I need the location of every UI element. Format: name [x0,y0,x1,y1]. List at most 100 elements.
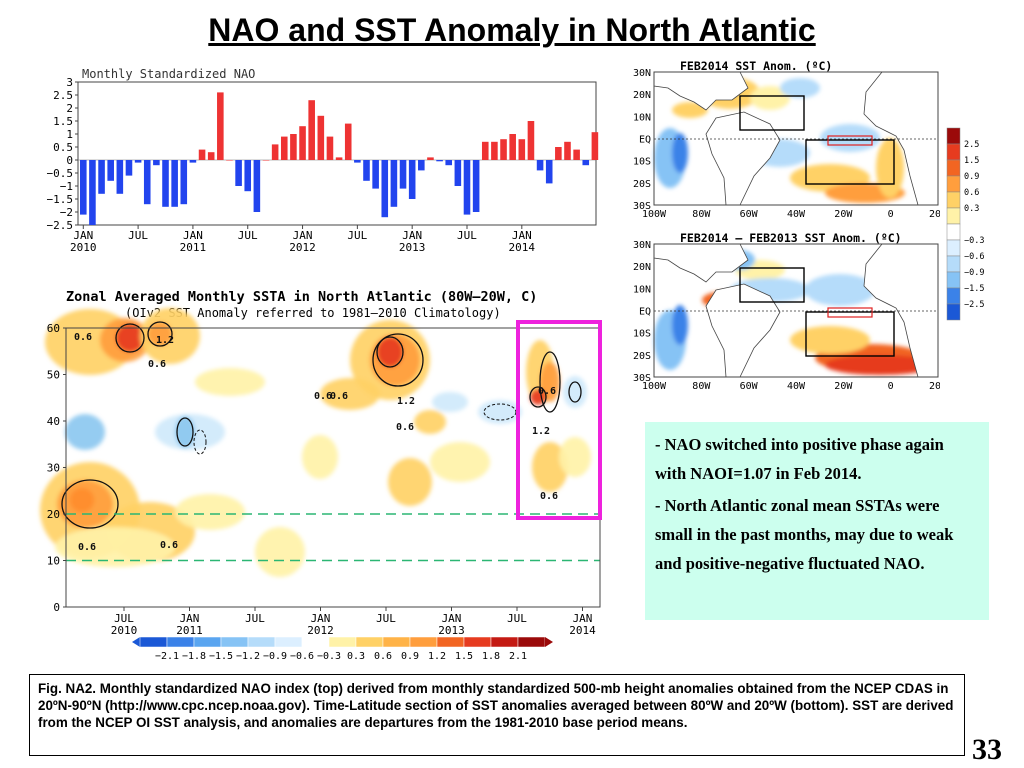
nao-bar [354,160,361,163]
nao-bar [536,160,544,171]
colorbar-swatch [247,636,276,648]
y-tick-label: 0 [66,154,73,167]
colorbar-swatch [946,143,961,161]
contour-line [529,386,547,408]
lon-tick-label: 100W [642,381,667,392]
nao-bar [399,160,407,189]
nao-bar [527,121,535,160]
nao-bar [390,160,398,207]
colorbar-swatch [946,191,961,209]
nao-bar [344,123,352,160]
contour-label: 0.6 [78,542,96,553]
nao-bar [198,149,206,160]
colorbar-swatch [409,636,438,648]
colorbar-label: −0.9 [964,268,984,278]
nao-bar [235,160,242,186]
lon-tick-label: 0 [888,209,894,220]
nao-bar [518,139,526,160]
contour-line [376,336,404,368]
sst-difference-map: FEB2014 – FEB2013 SST Anom. (ºC) 30N 20N 10… [633,231,940,392]
warm-anomaly-area [302,435,338,479]
anomaly-field [40,308,591,577]
contour-line [147,321,173,347]
warm-anomaly-area [116,324,144,352]
nao-bar [573,149,580,160]
contour-line [372,333,424,387]
nao-bar [299,126,306,160]
region-box [805,311,895,357]
colorbar-label: 0.3 [964,204,979,214]
colorbar-label: 1.2 [428,651,446,662]
nao-bar [491,141,498,160]
region-box [805,139,895,185]
nao-bar [80,160,87,215]
nao-bar [418,160,425,171]
warm-anomaly-area [559,437,591,477]
lat-tick-label: EQ [639,135,651,146]
x-tick-year: 2013 [399,241,426,254]
colorbar-swatch [274,636,303,648]
nao-bar [436,160,443,162]
colorbar-label: −1.5 [964,284,984,294]
y-tick-label: 3 [66,76,73,89]
lat-tick-label: 10S [633,329,651,340]
contour-label: 1.2 [156,335,174,346]
colorbar-label: 1.8 [482,651,500,662]
x-tick-label: JAN [183,229,203,242]
contour-line-negative [193,429,207,455]
cool-anomaly-area [65,414,105,450]
colorbar-swatch [946,287,961,305]
warm-anomaly-area [175,494,245,530]
colorbar-label: 1.5 [455,651,473,662]
warm-anomaly-area [414,410,446,434]
nao-bar [262,160,270,161]
x-tick-year: 2011 [180,241,207,254]
y-tick-label: 40 [47,415,60,428]
nao-bar [290,134,297,160]
lon-tick-label: 60W [740,381,759,392]
map-title: FEB2014 – FEB2013 SST Anom. (ºC) [680,231,902,245]
nao-bar [143,160,151,205]
warm-anomaly-area [320,378,380,410]
lon-tick-label: 40W [787,209,806,220]
lon-tick-label: 100W [642,209,667,220]
colorbar-label: −2.5 [964,300,984,310]
y-tick-label: 30 [47,462,60,475]
nao-bar [509,134,516,160]
map-frame [653,243,939,378]
x-tick-label: JAN [293,229,313,242]
page-number: 33 [972,733,1002,766]
colorbar-swatch [946,175,961,193]
colorbar-swatch [946,303,961,321]
x-tick-label: JUL [457,229,477,242]
x-tick-label: JAN [180,612,200,625]
y-tick-label: −1 [60,180,73,193]
colorbar-swatch [301,636,330,648]
x-tick-year: 2014 [569,624,596,637]
nao-bar [564,141,571,160]
colorbar-label: −0.9 [263,651,287,662]
contour-label: 1.2 [397,396,415,407]
y-tick-label: 1 [66,128,73,141]
lon-tick-label: 80W [692,209,711,220]
y-tick-label: 1.5 [53,115,73,128]
contour-line [61,479,119,529]
nao-bar [244,160,252,192]
colorbar-swatch [193,636,222,648]
nao-bar [116,160,124,194]
colorbar-swatch [166,636,195,648]
lon-tick-label: 80W [692,381,711,392]
nao-bar [326,136,334,160]
colorbar-label: −0.3 [317,651,341,662]
y-tick-label: −2.5 [47,219,74,232]
lat-tick-label: 20N [633,262,651,273]
colorbar-label: −1.2 [236,651,260,662]
lat-tick-label: 20S [633,351,651,362]
figure-caption: Fig. NA2. Monthly standardized NAO index… [29,674,965,756]
x-tick-year: 2014 [509,241,536,254]
colorbar-swatch [220,636,249,648]
nao-bar [472,160,480,212]
x-tick-year: 2011 [176,624,203,637]
ssta-heatmap: Zonal Averaged Monthly SSTA in North Atl… [40,289,602,662]
warm-anomaly-area [532,442,568,492]
